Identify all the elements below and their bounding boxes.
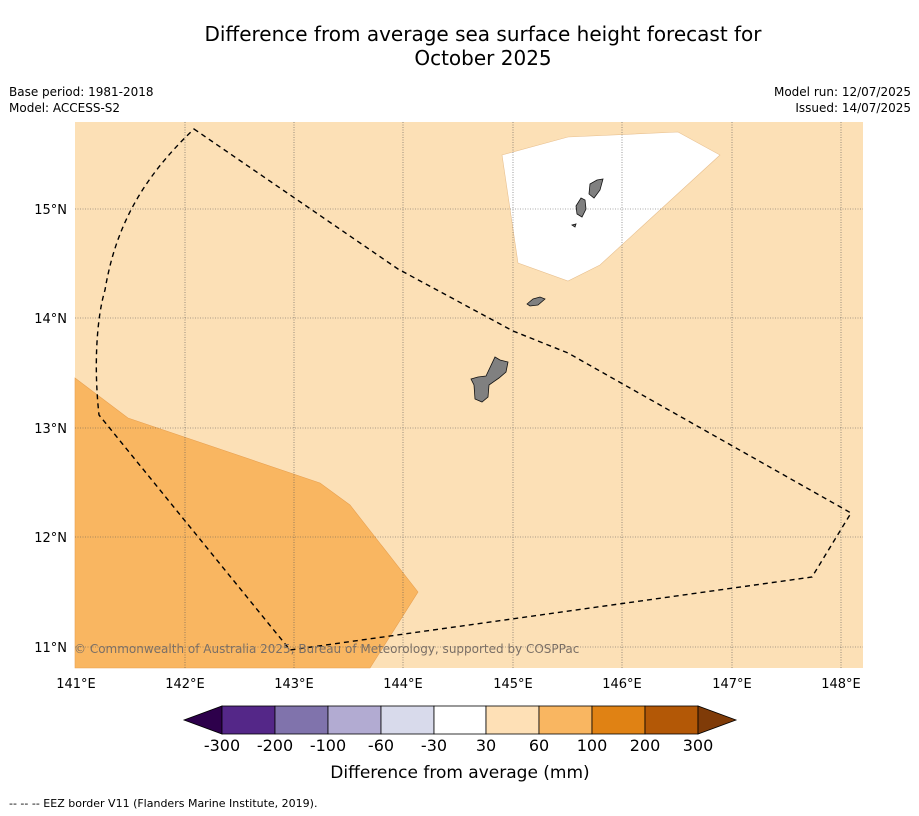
lon-label-148e: 148°E (821, 677, 861, 692)
colorbar-bin-2 (274, 705, 329, 735)
colorbar-bin-9 (644, 705, 699, 735)
colorbar-bin-6 (485, 705, 540, 735)
colorbar-bin-1 (221, 705, 276, 735)
map-title: Difference from average sea surface heig… (0, 22, 919, 70)
lon-label-147e: 147°E (712, 677, 752, 692)
colorbar-tick: -30 (421, 736, 447, 755)
colorbar-extend-high (697, 705, 738, 735)
base-period-text: Base period: 1981-2018 (9, 85, 154, 99)
copyright-text: © Commonwealth of Australia 2025, Bureau… (74, 642, 579, 656)
island-rota (526, 296, 546, 307)
anomaly-area-60-100 (74, 377, 419, 669)
colorbar-tick: 30 (476, 736, 496, 755)
colorbar-label: Difference from average (mm) (330, 763, 589, 783)
colorbar-tick: -60 (368, 736, 394, 755)
colorbar-tick: 200 (630, 736, 661, 755)
colorbar-bin-5 (433, 705, 487, 735)
colorbar-bin-8 (591, 705, 646, 735)
lat-labels: 15°N 14°N 13°N 12°N 11°N (34, 203, 67, 656)
colorbar-tick: 60 (529, 736, 549, 755)
anomaly-area-neg30-30 (501, 131, 721, 282)
island-guam (470, 356, 509, 403)
title-line-2: October 2025 (414, 46, 552, 70)
colorbar-bin-7 (538, 705, 593, 735)
lat-label-13n: 13°N (34, 422, 67, 437)
island-aguijan (571, 223, 577, 228)
colorbar-bin-4 (380, 705, 435, 735)
eez-legend: -- -- -- EEZ border V11 (Flanders Marine… (9, 797, 318, 810)
model-text: Model: ACCESS-S2 (9, 101, 121, 115)
colorbar-tick: -100 (310, 736, 346, 755)
colorbar (182, 705, 738, 735)
colorbar-tick: 300 (683, 736, 714, 755)
lon-label-145e: 145°E (493, 677, 533, 692)
lon-label-146e: 146°E (602, 677, 642, 692)
title-line-1: Difference from average sea surface heig… (204, 22, 762, 46)
lat-label-14n: 14°N (34, 312, 67, 327)
island-saipan (588, 178, 604, 199)
lat-label-15n: 15°N (34, 203, 67, 218)
islands (470, 178, 604, 403)
lon-label-143e: 143°E (274, 677, 314, 692)
island-tinian (575, 197, 587, 218)
meta-left: Base period: 1981-2018 Model: ACCESS-S2 (9, 84, 154, 116)
model-run-text: Model run: 12/07/2025 (773, 85, 911, 99)
colorbar-tick: -200 (257, 736, 293, 755)
issued-text: Issued: 14/07/2025 (795, 101, 911, 115)
lon-label-141e: 141°E (56, 677, 96, 692)
colorbar-ticks: -300 -200 -100 -60 -30 30 60 100 200 300 (204, 736, 713, 755)
eez-border (95, 128, 852, 651)
colorbar-tick: 100 (577, 736, 608, 755)
lat-label-11n: 11°N (34, 641, 67, 656)
lon-labels: 141°E 142°E 143°E 144°E 145°E 146°E 147°… (56, 677, 861, 692)
colorbar-extend-low (182, 705, 223, 735)
lon-label-142e: 142°E (165, 677, 205, 692)
lon-label-144e: 144°E (383, 677, 423, 692)
meta-right: Model run: 12/07/2025 Issued: 14/07/2025 (774, 84, 911, 116)
lat-label-12n: 12°N (34, 531, 67, 546)
colorbar-tick: -300 (204, 736, 240, 755)
colorbar-bin-3 (327, 705, 382, 735)
gridlines (75, 122, 863, 668)
